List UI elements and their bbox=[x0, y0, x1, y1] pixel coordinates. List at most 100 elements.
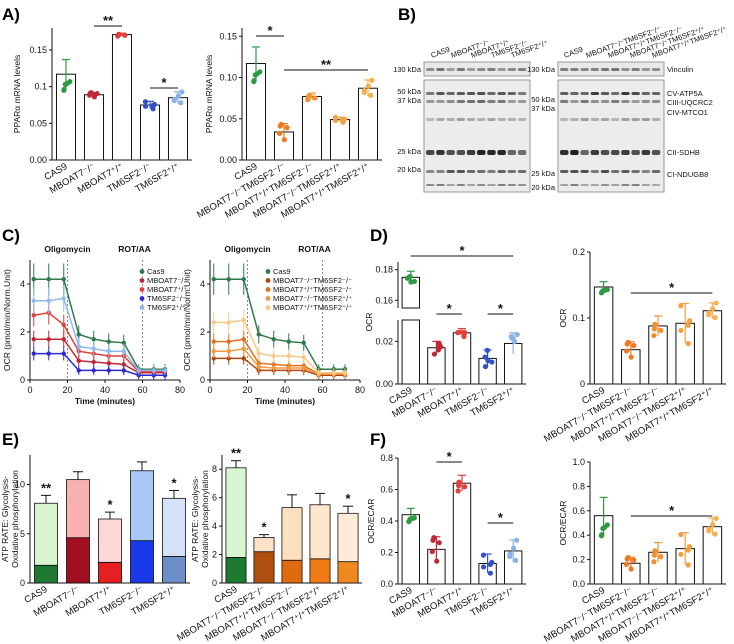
injection-label: ROT/AA bbox=[298, 244, 331, 254]
series-point bbox=[61, 277, 66, 282]
bar bbox=[139, 104, 161, 161]
data-point bbox=[462, 484, 468, 490]
series-point bbox=[286, 365, 291, 371]
y-tick-label: 0.05 bbox=[29, 118, 47, 128]
blot-band bbox=[631, 118, 640, 121]
kda-label: 20 kDa bbox=[531, 183, 556, 192]
blot-band bbox=[507, 150, 517, 155]
series-point bbox=[31, 313, 36, 318]
blot-band bbox=[651, 118, 661, 121]
data-point bbox=[276, 130, 283, 137]
data-point bbox=[64, 80, 70, 87]
data-point bbox=[251, 78, 257, 84]
blot-band bbox=[580, 184, 589, 186]
blot-band bbox=[466, 118, 476, 121]
data-point bbox=[306, 93, 312, 99]
series-line bbox=[213, 347, 345, 375]
data-point bbox=[713, 300, 719, 306]
blot-band bbox=[466, 170, 476, 173]
blot-band bbox=[446, 184, 455, 186]
y-tick-label: 0 bbox=[20, 375, 25, 385]
legend-marker bbox=[265, 278, 271, 283]
series-point bbox=[241, 277, 246, 282]
data-point bbox=[507, 553, 513, 560]
series-point bbox=[271, 365, 276, 371]
data-point bbox=[602, 524, 608, 530]
blot-band bbox=[507, 100, 517, 103]
series-point bbox=[211, 320, 216, 325]
data-point bbox=[332, 114, 339, 120]
legend-marker bbox=[139, 287, 145, 292]
blot-band bbox=[436, 184, 445, 186]
blot-band bbox=[611, 184, 620, 186]
significance-label: * bbox=[447, 449, 453, 464]
data-point bbox=[706, 312, 712, 318]
blot-band bbox=[487, 184, 496, 186]
y-tick-label: 0.00 bbox=[219, 155, 237, 165]
data-point bbox=[652, 548, 658, 555]
panel-label-d: D) bbox=[370, 226, 388, 245]
series-point bbox=[46, 337, 51, 342]
legend-label: MBOAT7⁺/⁺ bbox=[147, 285, 187, 294]
y-tick-label: 0.0 bbox=[572, 579, 585, 589]
series-point bbox=[31, 337, 36, 342]
y-axis-label: ATP RATE: Glycolysis- bbox=[0, 476, 10, 562]
bar bbox=[83, 94, 105, 161]
blot-band bbox=[426, 68, 435, 71]
y-tick-label: 0.8 bbox=[572, 481, 585, 491]
data-point bbox=[284, 124, 290, 131]
significance-label: * bbox=[498, 301, 504, 316]
blot-band bbox=[446, 100, 455, 103]
legend-marker bbox=[139, 269, 145, 274]
blot-band bbox=[517, 100, 527, 103]
blot-band bbox=[477, 150, 486, 155]
blot-band bbox=[436, 92, 445, 95]
legend-marker bbox=[139, 278, 145, 283]
chart-e2: 0 2 4 6 8 ATP RATE: Glycolysis- Oxidative phos… bbox=[175, 446, 362, 644]
blot-band bbox=[570, 100, 579, 103]
blot-band bbox=[560, 68, 569, 71]
data-point bbox=[404, 275, 410, 281]
blot-band bbox=[477, 92, 486, 95]
y-tick-label: 0.8 bbox=[380, 453, 393, 463]
series-point bbox=[121, 349, 126, 354]
series-line bbox=[213, 357, 345, 376]
blot-band bbox=[631, 100, 640, 103]
blot-band bbox=[507, 92, 517, 95]
blot-band bbox=[446, 150, 455, 155]
protein-label: CIII-UQCRC2 bbox=[667, 98, 713, 107]
bar-oxphos bbox=[253, 537, 275, 553]
y-tick-label: 0.4 bbox=[380, 516, 393, 526]
protein-label: CII-SDHB bbox=[667, 148, 700, 157]
blot-band bbox=[570, 92, 579, 95]
data-point bbox=[651, 332, 657, 339]
series-point bbox=[106, 361, 111, 366]
blot-band bbox=[580, 170, 589, 173]
significance-label: * bbox=[171, 475, 177, 490]
y-axis-label: OCR/ECAR bbox=[558, 501, 568, 546]
y-tick-label: 4 bbox=[212, 521, 217, 531]
data-point bbox=[514, 331, 520, 338]
blot-band bbox=[611, 92, 620, 95]
x-tick-label: 80 bbox=[355, 385, 365, 395]
data-point bbox=[631, 557, 637, 563]
blot-band bbox=[570, 170, 579, 173]
blot-band bbox=[436, 118, 445, 121]
chart-e1: 0 5 10 ATP RATE: Glycolysis- Oxidative phosp… bbox=[0, 455, 190, 619]
series-point bbox=[211, 277, 216, 282]
data-point bbox=[456, 479, 462, 486]
blot-band bbox=[590, 184, 600, 186]
data-point bbox=[712, 314, 718, 321]
data-point bbox=[150, 106, 156, 112]
series-point bbox=[162, 368, 168, 373]
blot-band bbox=[590, 68, 600, 71]
blot-membrane bbox=[423, 79, 531, 193]
blot-band bbox=[507, 170, 517, 173]
y-axis-label: OCR bbox=[364, 313, 374, 332]
blot-band bbox=[590, 150, 600, 155]
bar-glycolysis bbox=[225, 557, 247, 584]
data-point bbox=[484, 347, 491, 353]
blot-band bbox=[517, 170, 527, 173]
series-point bbox=[91, 346, 96, 351]
kda-label: 130 kDa bbox=[527, 65, 556, 74]
